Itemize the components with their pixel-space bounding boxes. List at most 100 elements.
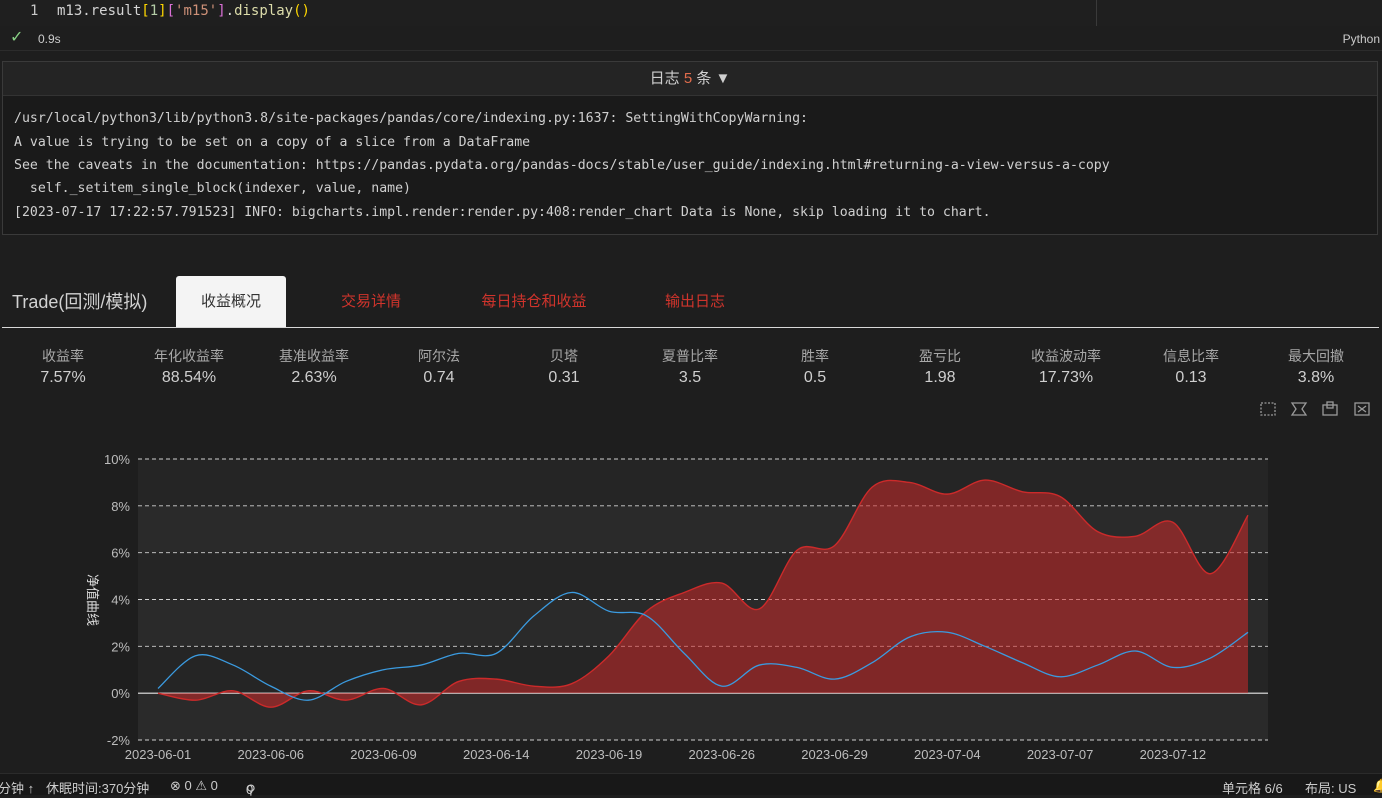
code-method: display [234,3,294,19]
plot-band [138,459,1268,506]
strategy-line [157,479,1249,708]
code-cell-line[interactable]: 1 m13.result[1]['m15'].display() [0,0,1382,26]
tab-divider [2,327,1379,328]
y-axis: 10% 8% 6% 4% 2% 0% -2% [104,452,130,748]
x-axis: 2023-06-01 2023-06-06 2023-06-09 2023-06-14… [125,747,1206,762]
metric-max-drawdown: 最大回撤 3.8% [1261,346,1371,387]
log-header[interactable]: 日志 5 条 ▼ [3,62,1377,96]
x-tick-label: 2023-06-26 [689,747,756,762]
metric-beta: 贝塔 0.31 [509,346,619,387]
y-tick-label: 0% [111,686,130,701]
metric-alpha: 阿尔法 0.74 [384,346,494,387]
tab-output-log[interactable]: 输出日志 [664,293,725,310]
y-tick-label: 10% [104,452,130,467]
metric-value: 3.8% [1297,369,1335,386]
x-tick-label: 2023-07-04 [914,747,981,762]
code-text[interactable]: m13.result[1]['m15'].display() [57,3,310,19]
y-tick-label: 6% [111,546,130,561]
metric-value: 0.5 [803,369,827,386]
metric-label: 信息比率 [1163,348,1219,364]
x-tick-label: 2023-07-12 [1140,747,1207,762]
status-sleep-time[interactable]: 休眠时间:370分钟 [46,781,150,796]
status-bar: 分钟 ↑ 休眠时间:370分钟 ⊗ 0 ⚠ 0 ⚲ 0 单元格 6/6 布局: … [0,773,1382,797]
metric-profit-loss-ratio: 盈亏比 1.98 [885,346,995,387]
trade-title: Trade(回测/模拟) [12,292,148,312]
y-tick-label: 2% [111,639,130,654]
metric-benchmark-return: 基准收益率 2.63% [259,346,369,387]
net-value-chart: 10%8%6%4%2%0%-2% 2023-06-01 2023-06-06 202… [85,452,1268,762]
log-line: See the caveats in the documentation: ht… [14,158,1110,173]
line-number: 1 [30,3,39,19]
code-object: m13.result [57,3,142,19]
metric-sharpe: 夏普比率 3.5 [635,346,745,387]
zoom-reset-icon[interactable] [1320,400,1340,418]
metric-annual-return: 年化收益率 88.54% [134,346,244,387]
metric-value: 17.73% [1038,369,1094,386]
check-icon: ✓ [10,29,24,46]
y-tick-label: 4% [111,593,130,608]
x-tick-label: 2023-06-19 [576,747,643,762]
metric-value: 0.31 [548,369,580,386]
code-index: 1 [149,3,159,19]
log-header-prefix: 日志 [649,70,680,87]
tab-daily-positions[interactable]: 每日持仓和收益 [481,293,587,310]
metric-label: 最大回撤 [1288,348,1344,364]
benchmark-line [157,591,1249,701]
status-partial[interactable]: 分钟 ↑ [0,781,35,796]
metric-label: 阿尔法 [418,348,460,364]
plot-band [138,693,1268,740]
chevron-down-icon[interactable]: ▼ [715,70,731,87]
metric-value: 3.5 [678,369,702,386]
status-problems[interactable]: ⊗ 0 ⚠ 0 [170,778,218,793]
metric-label: 基准收益率 [279,348,349,364]
broadcast-icon: ⚲ [246,782,256,797]
metric-information-ratio: 信息比率 0.13 [1136,346,1246,387]
log-header-suffix: 条 [696,70,712,87]
ports-count: 0 [246,782,254,797]
y-tick-label: -2% [107,733,131,748]
x-tick-label: 2023-06-29 [801,747,868,762]
x-tick-label: 2023-06-01 [125,747,192,762]
metric-return: 收益率 7.57% [8,346,118,387]
language-label[interactable]: Python [1342,32,1380,46]
metric-label: 收益波动率 [1031,348,1101,364]
y-tick-label: 8% [111,499,130,514]
log-line: [2023-07-17 17:22:57.791523] INFO: bigch… [14,205,991,220]
x-tick-label: 2023-07-07 [1027,747,1094,762]
status-layout[interactable]: 布局: US [1305,781,1357,796]
restore-icon[interactable] [1352,400,1372,418]
code-key: 'm15' [175,3,218,19]
metric-label: 盈亏比 [919,348,961,364]
tab-overview[interactable]: 收益概况 [176,276,286,328]
log-line: A value is trying to be set on a copy of… [14,135,531,150]
metric-value: 0.74 [423,369,455,386]
tab-trade-details[interactable]: 交易详情 [340,293,401,310]
metric-volatility: 收益波动率 17.73% [1011,346,1121,387]
metric-value: 0.13 [1175,369,1207,386]
y-axis-label: 净值曲线 [85,574,100,626]
metric-label: 贝塔 [550,348,578,364]
metric-value: 2.63% [291,369,337,386]
bell-icon[interactable]: 🔔 [1373,778,1382,793]
x-tick-label: 2023-06-14 [463,747,530,762]
log-line: /usr/local/python3/lib/python3.8/site-pa… [14,111,808,126]
metric-label: 夏普比率 [662,348,718,364]
metric-label: 胜率 [801,348,829,364]
log-count: 5 [683,70,693,87]
code-divider [1096,0,1097,26]
status-cell-position[interactable]: 单元格 6/6 [1222,781,1283,796]
lasso-zoom-icon[interactable] [1289,400,1309,418]
metric-value: 7.57% [40,369,86,386]
log-panel: 日志 5 条 ▼ /usr/local/python3/lib/python3.… [2,61,1378,235]
log-line: self._setitem_single_block(indexer, valu… [14,181,411,196]
metric-win-rate: 胜率 0.5 [760,346,870,387]
execution-status-bar: ✓ 0.9s Python [0,27,1382,51]
x-tick-label: 2023-06-06 [238,747,305,762]
x-tick-label: 2023-06-09 [350,747,417,762]
metric-value: 88.54% [161,369,217,386]
metric-label: 年化收益率 [154,348,224,364]
rect-zoom-icon[interactable] [1258,400,1278,418]
strategy-area [158,480,1248,708]
execution-time: 0.9s [38,32,61,46]
metric-label: 收益率 [42,348,84,364]
